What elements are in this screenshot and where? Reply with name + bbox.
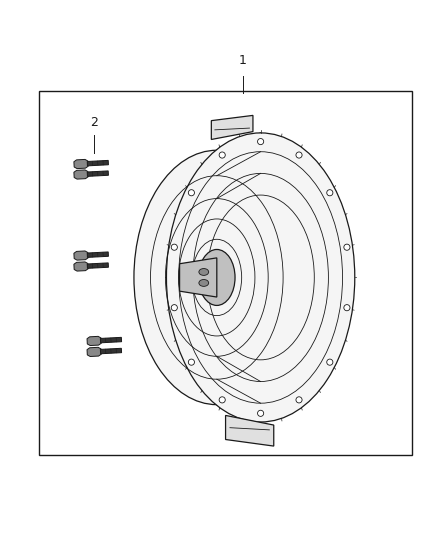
Ellipse shape bbox=[344, 244, 350, 251]
Ellipse shape bbox=[199, 279, 208, 286]
Polygon shape bbox=[74, 170, 88, 179]
Ellipse shape bbox=[344, 305, 350, 311]
Ellipse shape bbox=[296, 152, 302, 158]
Ellipse shape bbox=[258, 410, 264, 416]
Ellipse shape bbox=[327, 359, 333, 365]
Text: 2: 2 bbox=[90, 116, 98, 128]
Ellipse shape bbox=[219, 152, 225, 158]
Ellipse shape bbox=[258, 139, 264, 144]
Polygon shape bbox=[87, 348, 101, 357]
Polygon shape bbox=[87, 171, 109, 176]
Ellipse shape bbox=[198, 249, 235, 305]
Ellipse shape bbox=[171, 305, 177, 311]
Ellipse shape bbox=[188, 359, 194, 365]
Ellipse shape bbox=[199, 269, 208, 276]
Polygon shape bbox=[74, 251, 88, 260]
Ellipse shape bbox=[166, 133, 355, 422]
Ellipse shape bbox=[134, 150, 300, 405]
Polygon shape bbox=[100, 337, 122, 343]
Polygon shape bbox=[87, 336, 101, 345]
Polygon shape bbox=[180, 258, 217, 297]
Polygon shape bbox=[87, 160, 109, 166]
Ellipse shape bbox=[171, 244, 177, 251]
Ellipse shape bbox=[327, 190, 333, 196]
Ellipse shape bbox=[219, 397, 225, 403]
Polygon shape bbox=[87, 252, 109, 257]
Bar bbox=[39, 91, 412, 455]
Polygon shape bbox=[100, 348, 122, 354]
Text: 1: 1 bbox=[239, 54, 247, 67]
Ellipse shape bbox=[188, 190, 194, 196]
Polygon shape bbox=[87, 263, 109, 268]
Ellipse shape bbox=[296, 397, 302, 403]
Polygon shape bbox=[217, 133, 261, 422]
Polygon shape bbox=[211, 115, 253, 140]
Polygon shape bbox=[74, 262, 88, 271]
Polygon shape bbox=[74, 159, 88, 168]
Polygon shape bbox=[226, 415, 274, 446]
